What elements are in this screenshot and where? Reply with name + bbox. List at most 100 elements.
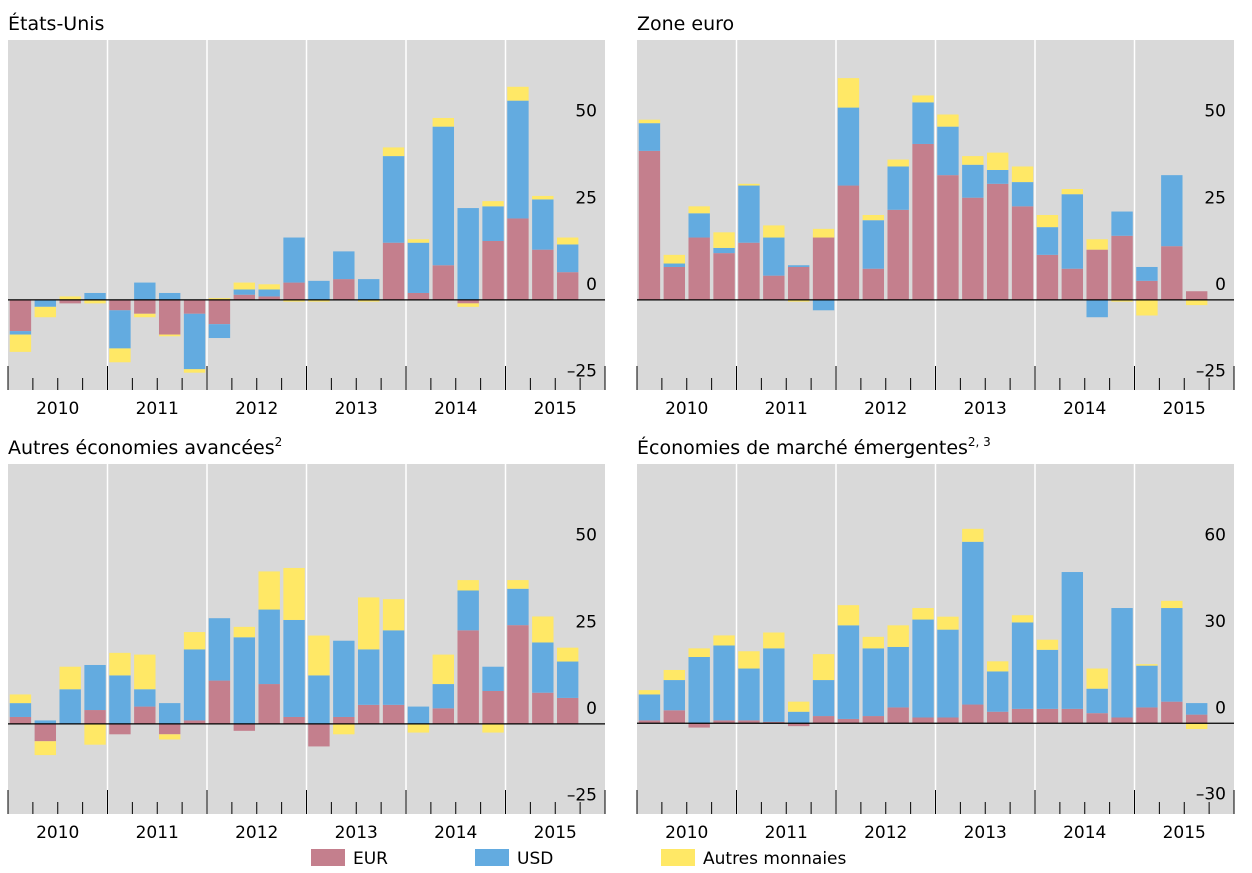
bar-segment — [357, 279, 380, 300]
legend-swatch — [475, 849, 509, 866]
title-text: Autres économies avancées — [8, 437, 275, 459]
bar-segment — [283, 237, 305, 283]
title-text: États-Unis — [8, 12, 104, 35]
bar-segment — [962, 528, 984, 542]
y-tick-label: 50 — [575, 526, 597, 546]
bar-segment — [1036, 254, 1059, 300]
bar-segment — [407, 239, 430, 243]
x-tick-label: 2014 — [434, 823, 477, 843]
bar-segment — [158, 723, 181, 735]
bar-segment — [333, 251, 355, 280]
bar-segment — [357, 704, 380, 724]
bar-segment — [912, 717, 934, 724]
bar-segment — [962, 164, 984, 198]
bar-segment — [862, 636, 885, 649]
bar-segment — [84, 299, 106, 304]
bar-segment — [663, 710, 686, 724]
bar-segment — [1086, 713, 1108, 724]
bar-segment — [787, 711, 810, 724]
bar-segment — [283, 282, 305, 300]
x-tick-label: 2013 — [964, 823, 1007, 843]
bar-segment — [432, 708, 455, 724]
bar-segment — [862, 716, 885, 724]
bar-segment — [713, 247, 735, 254]
bar-segment — [638, 123, 661, 151]
bar-segment — [183, 720, 206, 724]
bar-segment — [1036, 639, 1059, 650]
bar-segment — [962, 541, 984, 705]
bar-segment — [713, 232, 735, 248]
bar-segment — [887, 625, 909, 647]
bar-segment — [937, 616, 959, 630]
bar-segment — [1185, 703, 1208, 715]
bar-segment — [1036, 215, 1059, 228]
bar-segment — [9, 703, 32, 717]
x-tick-label: 2011 — [765, 823, 808, 843]
bar-segment — [556, 697, 579, 724]
bar-segment — [1185, 291, 1208, 300]
bar-segment — [837, 78, 860, 108]
y-tick-label: –30 — [1196, 785, 1226, 805]
bar-segment — [283, 567, 305, 620]
bar-segment — [258, 284, 280, 290]
bar-segment — [507, 218, 529, 300]
bar-segment — [134, 654, 156, 690]
bar-segment — [738, 720, 760, 724]
bar-segment — [1011, 182, 1034, 207]
bar-segment — [382, 147, 405, 157]
bar-segment — [638, 720, 661, 724]
bar-segment — [333, 723, 355, 735]
y-tick-label: –25 — [567, 786, 597, 806]
bar-segment — [862, 220, 885, 269]
bar-segment — [1086, 668, 1108, 689]
bar-segment — [258, 571, 280, 610]
bar-segment — [134, 282, 156, 300]
title-text: Économies de marché émergentes — [637, 436, 968, 459]
bar-segment — [158, 299, 181, 335]
bar-segment — [407, 723, 430, 733]
bar-segment — [1036, 708, 1059, 724]
bar-segment — [457, 580, 479, 591]
bar-segment — [738, 242, 760, 300]
bar-segment — [1185, 299, 1208, 306]
bar-segment — [9, 299, 32, 332]
bar-segment — [84, 723, 106, 745]
bar-segment — [638, 119, 661, 124]
x-tick-label: 2010 — [665, 823, 708, 843]
bar-segment — [1061, 708, 1084, 724]
bar-segment — [109, 310, 131, 349]
bar-segment — [482, 240, 504, 300]
bar-segment — [887, 159, 909, 167]
bar-segment — [183, 299, 206, 314]
bar-segment — [837, 107, 860, 186]
bar-segment — [787, 701, 810, 712]
bar-segment — [1161, 600, 1183, 609]
bar-segment — [887, 166, 909, 210]
bar-segment — [638, 690, 661, 695]
x-tick-label: 2015 — [534, 823, 577, 843]
bar-segment — [1086, 688, 1108, 714]
bar-segment — [532, 249, 554, 300]
bar-segment — [862, 648, 885, 717]
bar-segment — [233, 282, 256, 290]
y-tick-label: 60 — [1204, 525, 1226, 545]
bar-segment — [482, 666, 504, 691]
bar-segment — [862, 215, 885, 221]
bar-segment — [258, 609, 280, 685]
bar-segment — [258, 289, 280, 297]
bar-segment — [688, 648, 710, 658]
bar-segment — [1136, 664, 1158, 666]
bar-segment — [638, 150, 661, 300]
bar-segment — [208, 680, 231, 724]
bar-segment — [333, 640, 355, 717]
bar-segment — [532, 692, 554, 724]
bar-segment — [713, 720, 735, 724]
x-tick-label: 2011 — [136, 399, 179, 419]
bar-segment — [986, 671, 1009, 712]
panel-title: États-Unis — [8, 12, 104, 35]
bar-segment — [763, 632, 785, 649]
bar-segment — [688, 657, 710, 724]
bar-segment — [1111, 299, 1133, 302]
bar-segment — [787, 266, 810, 300]
bar-segment — [663, 263, 686, 267]
